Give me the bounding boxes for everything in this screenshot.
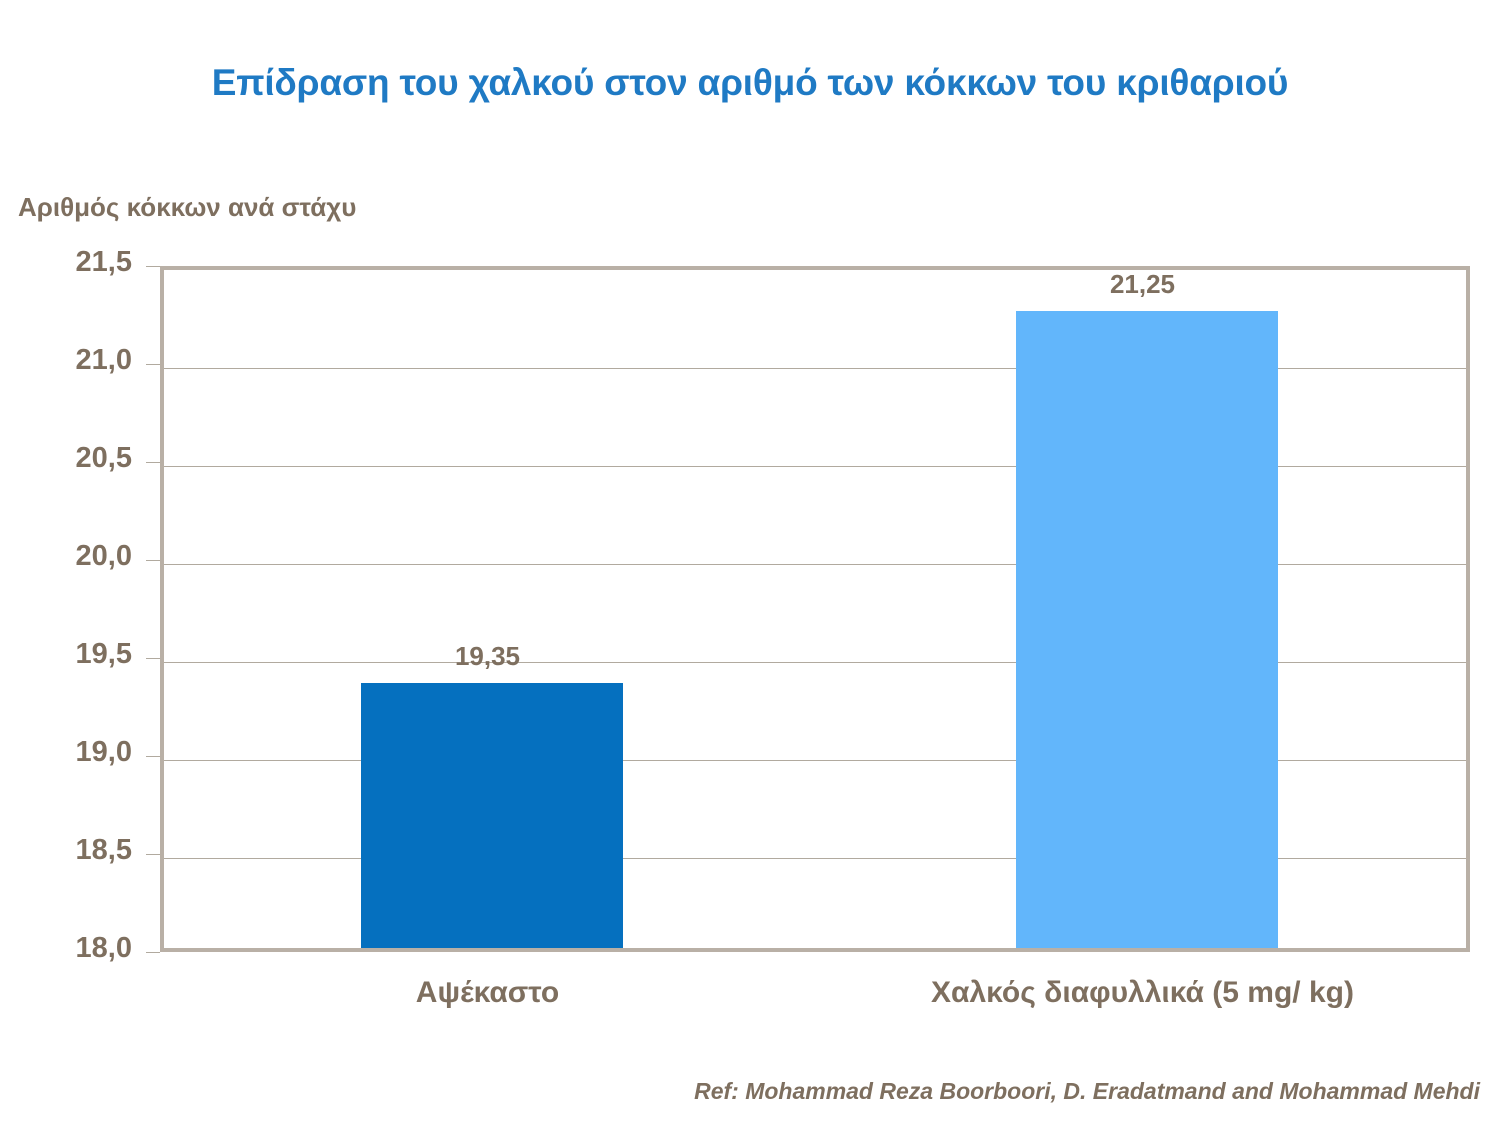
y-axis-tickmark: [146, 266, 160, 267]
y-axis-tickmark: [146, 952, 160, 953]
y-axis-tick-label: 20,0: [75, 540, 132, 572]
plot-area: [160, 266, 1470, 952]
y-axis-tick-label: 21,5: [75, 246, 132, 278]
y-axis-tick-label: 21,0: [75, 344, 132, 376]
reference-note: Ref: Mohammad Reza Boorboori, D. Eradatm…: [694, 1078, 1480, 1104]
chart-title: Επίδραση του χαλκού στον αριθμό των κόκκ…: [211, 62, 1289, 103]
bar[interactable]: [1015, 311, 1278, 948]
x-axis-category-label: Χαλκός διαφυλλικά (5 mg/ kg): [931, 976, 1354, 1009]
gridline: [164, 760, 1466, 761]
y-axis-tickmark: [146, 364, 160, 365]
y-axis-tick-label: 19,0: [75, 736, 132, 768]
y-axis-tickmark: [146, 560, 160, 561]
y-axis-tick-label: 19,5: [75, 638, 132, 670]
gridline: [164, 564, 1466, 565]
y-axis-tickmark: [146, 462, 160, 463]
gridline: [164, 368, 1466, 369]
bar-value-label: 19,35: [454, 641, 521, 672]
y-axis-tick-label: 18,5: [75, 834, 132, 866]
y-axis-tickmark: [146, 854, 160, 855]
x-axis-category-label: Αψέκαστο: [415, 976, 560, 1009]
gridline: [164, 466, 1466, 467]
gridline: [164, 858, 1466, 859]
bar[interactable]: [360, 683, 623, 948]
bar-value-label: 21,25: [1109, 269, 1176, 299]
y-axis-tick-label: 20,5: [75, 442, 132, 474]
y-axis-tickmark: [146, 756, 160, 757]
y-axis-tick-label: 18,0: [75, 932, 132, 964]
y-axis-title: Αριθμός κόκκων ανά στάχυ: [18, 192, 357, 222]
gridline: [164, 662, 1466, 663]
y-axis-tickmark: [146, 658, 160, 659]
